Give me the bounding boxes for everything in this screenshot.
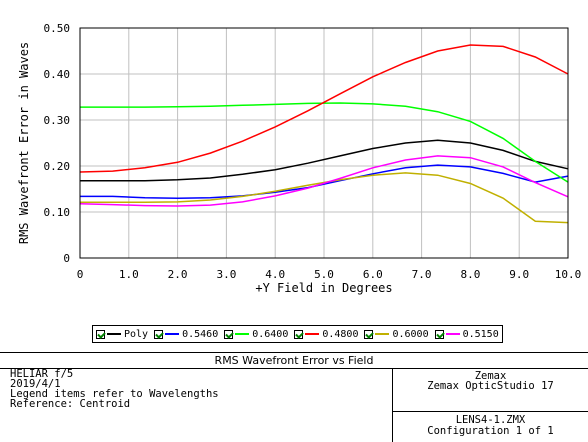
y-tick-label: 0.40 xyxy=(44,68,71,81)
x-tick-label: 3.0 xyxy=(216,268,236,281)
legend-swatch xyxy=(305,333,320,335)
legend-item: 0.5150 xyxy=(432,329,502,340)
series-lines xyxy=(79,44,569,224)
x-tick-label: 10.0 xyxy=(555,268,582,281)
legend-item: 0.6000 xyxy=(361,329,431,340)
software-name: Zemax OpticStudio 17 xyxy=(427,380,554,392)
x-tick-label: 9.0 xyxy=(509,268,529,281)
y-tick-label: 0.10 xyxy=(44,206,71,219)
x-tick-label: 4.0 xyxy=(265,268,285,281)
legend-swatch xyxy=(445,333,460,335)
series-line-0.5150 xyxy=(79,155,569,207)
y-tick-label: 0.50 xyxy=(44,22,71,35)
x-tick-label: 7.0 xyxy=(412,268,432,281)
x-tick-label: 8.0 xyxy=(460,268,480,281)
divider xyxy=(392,369,393,442)
series-line-0.4800 xyxy=(79,44,569,173)
legend-checkbox-icon xyxy=(96,329,105,339)
legend-checkbox-icon xyxy=(154,329,164,339)
x-tick-label: 6.0 xyxy=(363,268,383,281)
series-line-Poly xyxy=(80,139,569,182)
x-tick-label: 0 xyxy=(77,268,84,281)
file-name: LENS4-1.ZMX xyxy=(455,414,526,426)
legend-item: Poly xyxy=(93,329,151,340)
y-tick-label: 0.30 xyxy=(44,114,71,127)
y-tick-label: 0.20 xyxy=(44,160,71,173)
legend-swatch xyxy=(235,333,250,335)
reference: Reference: Centroid xyxy=(10,398,131,410)
legend-label: Poly xyxy=(124,328,149,340)
configuration: Configuration 1 of 1 xyxy=(427,425,554,437)
x-tick-label: 5.0 xyxy=(314,268,334,281)
info-box-title: RMS Wavefront Error vs Field xyxy=(0,353,588,369)
legend-label: 0.6000 xyxy=(392,328,429,340)
plot-frame xyxy=(79,27,569,259)
y-tick-label: 0 xyxy=(63,252,70,265)
legend-item: 0.5460 xyxy=(151,329,221,340)
legend-checkbox-icon xyxy=(364,329,374,339)
legend: Poly 0.5460 0.6400 0.4800 0.6000 0.5150 xyxy=(92,325,503,343)
legend-checkbox-icon xyxy=(224,329,234,339)
legend-swatch xyxy=(165,333,180,335)
tick-labels: 0 1.0 2.0 3.0 4.0 5.0 6.0 7.0 8.0 9.0 10.0 0 0.10 0.2… xyxy=(44,22,582,281)
legend-item: 0.6400 xyxy=(221,329,291,340)
info-box: RMS Wavefront Error vs Field HELIAR f/5 … xyxy=(0,352,588,442)
legend-label: 0.6400 xyxy=(252,328,289,340)
series-line-0.5460 xyxy=(80,164,569,199)
x-axis-title: +Y Field in Degrees xyxy=(255,281,392,295)
series-line-0.6400 xyxy=(80,102,569,183)
vendor: Zemax xyxy=(474,370,507,382)
legend-swatch xyxy=(107,333,121,335)
legend-label: 0.5460 xyxy=(182,328,219,340)
lens-title: HELIAR f/5 xyxy=(10,368,74,380)
date: 2019/4/1 xyxy=(10,378,61,390)
legend-checkbox-icon xyxy=(294,329,304,339)
y-axis-title: RMS Wavefront Error in Waves xyxy=(17,42,31,244)
legend-note: Legend items refer to Wavelengths xyxy=(10,388,219,400)
legend-swatch xyxy=(375,333,390,335)
legend-label: 0.4800 xyxy=(322,328,359,340)
chart: 0 1.0 2.0 3.0 4.0 5.0 6.0 7.0 8.0 9.0 10.0 0 0.10 0.2… xyxy=(17,22,582,295)
x-tick-label: 1.0 xyxy=(119,268,139,281)
legend-checkbox-icon xyxy=(434,329,444,339)
divider xyxy=(393,411,588,412)
info-box-left: HELIAR f/5 2019/4/1 Legend items refer t… xyxy=(10,368,219,410)
x-tick-label: 2.0 xyxy=(168,268,188,281)
info-box-software: Zemax Zemax OpticStudio 17 xyxy=(393,369,588,409)
legend-label: 0.5150 xyxy=(462,328,499,340)
grid-lines xyxy=(79,27,569,259)
info-box-file: LENS4-1.ZMX Configuration 1 of 1 xyxy=(393,412,588,442)
legend-item: 0.4800 xyxy=(291,329,361,340)
